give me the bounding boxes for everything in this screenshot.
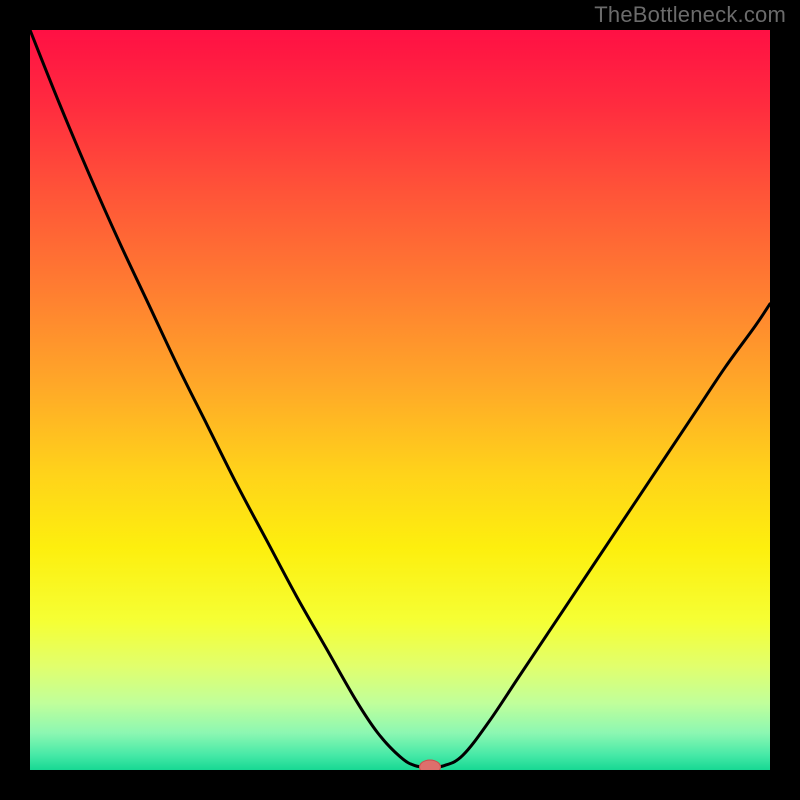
optimal-point-marker	[419, 760, 441, 770]
bottleneck-curve-svg	[30, 30, 770, 770]
attribution-label: TheBottleneck.com	[594, 2, 786, 28]
outer-frame: TheBottleneck.com	[0, 0, 800, 800]
bottleneck-curve-path	[30, 30, 770, 767]
plot-area	[30, 30, 770, 770]
